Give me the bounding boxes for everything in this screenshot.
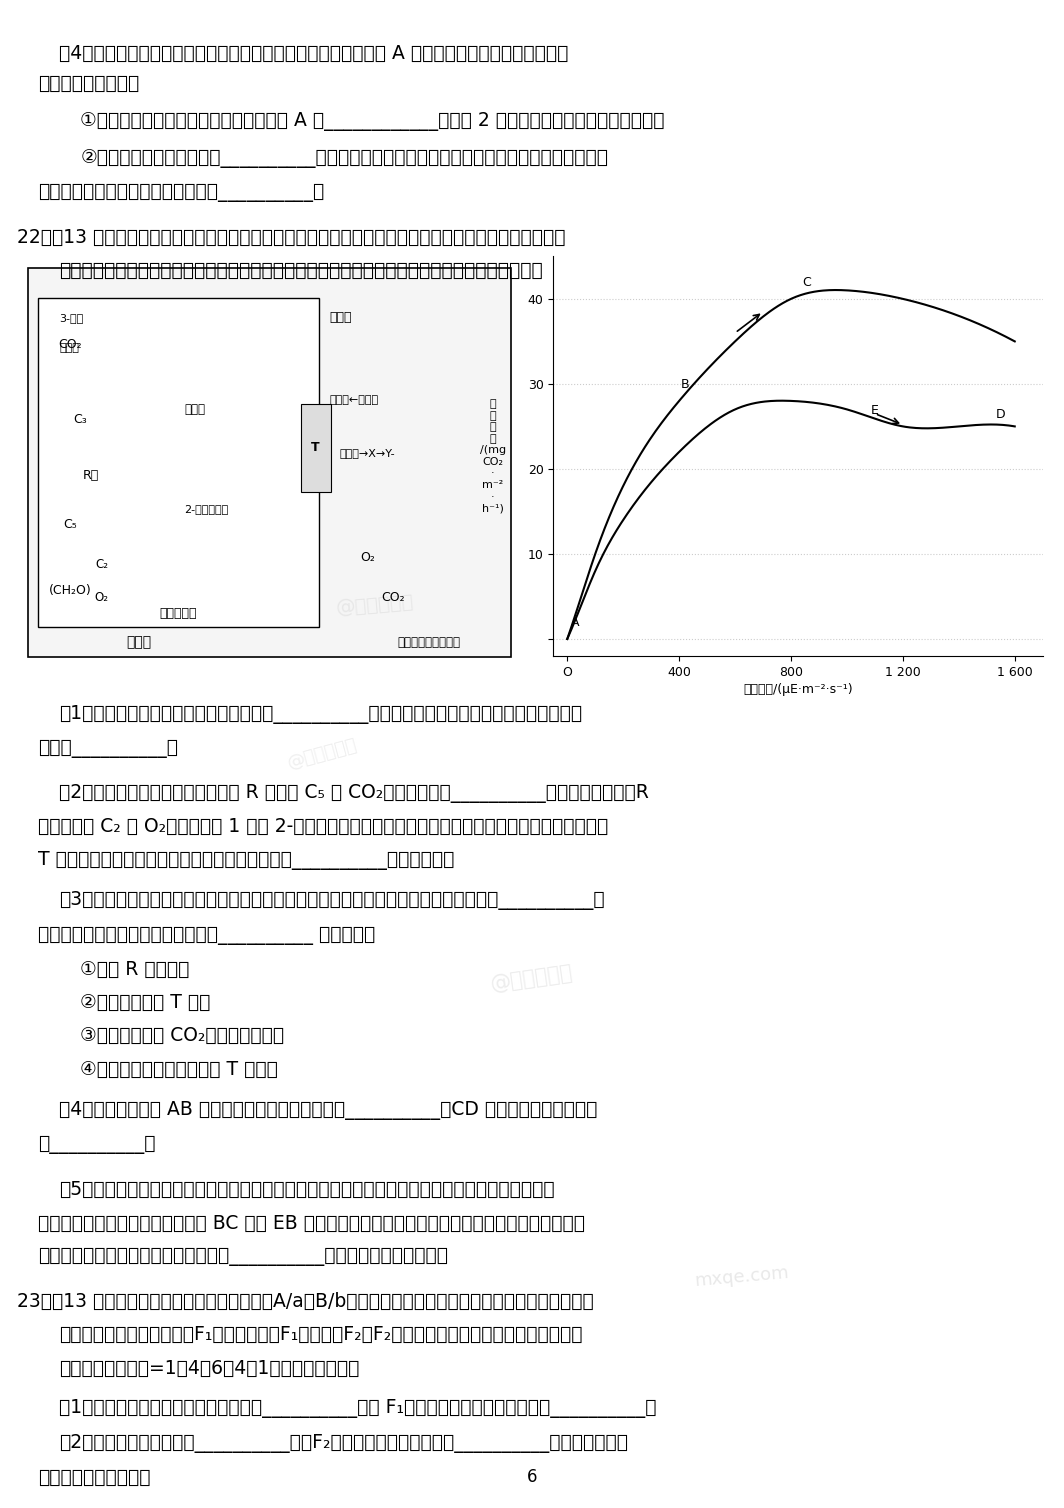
Text: （4）图二中，限制 AB 段光合速率的环境因素主要是__________。CD 段光合速率下降的原因: （4）图二中，限制 AB 段光合速率的环境因素主要是__________。CD … xyxy=(60,1101,598,1119)
Text: @高考直通车: @高考直通车 xyxy=(285,736,359,772)
Text: ④使用抑制剂降低载体蛋白 T 的活性: ④使用抑制剂降低载体蛋白 T 的活性 xyxy=(81,1060,279,1080)
Text: 3-磷酸: 3-磷酸 xyxy=(60,312,84,323)
FancyBboxPatch shape xyxy=(301,404,331,492)
Text: T 运离叶绿体，再经过叶绿体外的代谢途径转换为__________回到叶绿体。: T 运离叶绿体，再经过叶绿体外的代谢途径转换为__________回到叶绿体。 xyxy=(38,851,454,870)
Text: ②敲除载体蛋白 T 基因: ②敲除载体蛋白 T 基因 xyxy=(81,994,211,1012)
Y-axis label: 光
合
速
率
/(mg
CO₂
·
m⁻²
·
h⁻¹): 光 合 速 率 /(mg CO₂ · m⁻² · h⁻¹) xyxy=(480,400,506,513)
Text: 自然环境中该植物在夏季晴朗的一天中上、下午不同光照强度下光合速率的变化。回答下列问题：: 自然环境中该植物在夏季晴朗的一天中上、下午不同光照强度下光合速率的变化。回答下列… xyxy=(60,261,544,280)
Text: @高考直通车: @高考直通车 xyxy=(489,962,575,994)
Text: 依次分离各细胞器。: 依次分离各细胞器。 xyxy=(38,74,139,93)
Text: （4）为了研究细胞器的功能，某同学将小麦种子置于适量的溶液 A 中，用组织捣碎机破碎细胞，再: （4）为了研究细胞器的功能，某同学将小麦种子置于适量的溶液 A 中，用组织捣碎机… xyxy=(60,44,569,63)
Text: A: A xyxy=(571,617,580,629)
Text: @高考直通车: @高考直通车 xyxy=(592,407,683,443)
Text: R酶: R酶 xyxy=(83,469,99,483)
Text: 甘油酸←丝氨酸: 甘油酸←丝氨酸 xyxy=(329,395,378,406)
Text: 是__________。: 是__________。 xyxy=(38,1136,156,1154)
FancyBboxPatch shape xyxy=(38,299,318,627)
X-axis label: 光照强度/(μE·m⁻²·s⁻¹): 光照强度/(μE·m⁻²·s⁻¹) xyxy=(743,683,853,695)
Text: （5）糖类是光合作用的产物，而光合作用是一个典型的生物化学反应。从化学的角度来看，若产物: （5）糖类是光合作用的产物，而光合作用是一个典型的生物化学反应。从化学的角度来看… xyxy=(60,1179,555,1199)
Text: 叶绿体: 叶绿体 xyxy=(127,635,151,650)
Text: C₂: C₂ xyxy=(95,558,107,572)
Text: mxqe.com: mxqe.com xyxy=(694,1264,789,1289)
Text: ②分离细胞器用到的方法是__________，沉淀出细胞核后，上清液在适宜条件下能将葡萄糖彻底氧: ②分离细胞器用到的方法是__________，沉淀出细胞核后，上清液在适宜条件下… xyxy=(81,149,609,167)
FancyBboxPatch shape xyxy=(28,268,511,657)
Text: 22．（13 分）图一是某植物叶肉细胞中部分代谢过程的模式图；图二为科研人员在一晴朗的白天，检测了: 22．（13 分）图一是某植物叶肉细胞中部分代谢过程的模式图；图二为科研人员在一… xyxy=(17,228,566,247)
Text: @高考直通车: @高考直通车 xyxy=(335,591,414,617)
Text: （2）据图一可知，光合作用过程中 R 酶催化 C₅ 与 CO₂形成的物质是__________。在某些条件下，R: （2）据图一可知，光合作用过程中 R 酶催化 C₅ 与 CO₂形成的物质是___… xyxy=(60,784,649,802)
Text: 甘油酸: 甘油酸 xyxy=(60,342,80,353)
Text: 23．（13 分）天竺兰的花色受两对等位基因（A/a、B/b）控制，已知显性基因越多，花色越深。现有两种: 23．（13 分）天竺兰的花色受两对等位基因（A/a、B/b）控制，已知显性基因… xyxy=(17,1292,594,1310)
Text: C: C xyxy=(802,276,811,290)
Text: B: B xyxy=(680,379,689,391)
Text: ③设法将释放的 CO₂回收至叶绿体中: ③设法将释放的 CO₂回收至叶绿体中 xyxy=(81,1025,284,1045)
Text: 乙醇酸→X→Y-: 乙醇酸→X→Y- xyxy=(339,448,395,458)
Text: D: D xyxy=(996,407,1005,421)
Text: 还可以催化 C₂ 和 O₂，反应生成 1 分子 2-磷酸乙醇酸，后者在酶的催化作用下转换为乙醇酸后经载体蛋白: 还可以催化 C₂ 和 O₂，反应生成 1 分子 2-磷酸乙醇酸，后者在酶的催化作… xyxy=(38,817,609,835)
Text: 下列选项中能提高光合效率的方法有__________ （填序号）: 下列选项中能提高光合效率的方法有__________ （填序号） xyxy=(38,926,376,946)
Text: C₅: C₅ xyxy=(63,519,77,531)
Text: 积累，会影响反应的进行。图二中 BC 段和 EB 段表明，在上、下午相同光照强度下，测得光合速率数值: 积累，会影响反应的进行。图二中 BC 段和 EB 段表明，在上、下午相同光照强度… xyxy=(38,1214,585,1234)
Text: O₂: O₂ xyxy=(361,552,376,564)
Text: 化分解，原因是此上清液中含有组分__________。: 化分解，原因是此上清液中含有组分__________。 xyxy=(38,184,325,202)
Text: CO₂: CO₂ xyxy=(382,591,405,603)
Text: 2-磷酸乙醇酸: 2-磷酸乙醇酸 xyxy=(184,504,229,514)
Text: O₂: O₂ xyxy=(95,591,109,603)
Text: 花：淡红花：白花=1：4：6：4：1，回答下列问题：: 花：淡红花：白花=1：4：6：4：1，回答下列问题： xyxy=(60,1359,360,1378)
Text: 的红花个体比例最大。: 的红花个体比例最大。 xyxy=(38,1469,151,1487)
Text: 上午高于下午，原因可能是下午叶片中__________对光合作用有抑制作用。: 上午高于下午，原因可能是下午叶片中__________对光合作用有抑制作用。 xyxy=(38,1247,448,1267)
Text: 纯合的中红花天竺兰杂交，F₁全为中红花，F₁自交得到F₂，F₂的表现型及比例为深红花：红花：中红: 纯合的中红花天竺兰杂交，F₁全为中红花，F₁自交得到F₂，F₂的表现型及比例为深… xyxy=(60,1324,583,1344)
Text: ①抑制 R 酶的活性: ①抑制 R 酶的活性 xyxy=(81,961,189,979)
Text: ①为保证细胞器的活性，该实验所用溶液 A 的____________（答出 2 点即可）应与细胞质基质的相同。: ①为保证细胞器的活性，该实验所用溶液 A 的____________（答出 2 … xyxy=(81,112,665,131)
Text: （1）两种纯合中红花天竺兰的基因型为__________，若 F₁测交，则后代表现型及比例为__________。: （1）两种纯合中红花天竺兰的基因型为__________，若 F₁测交，则后代表… xyxy=(60,1399,656,1419)
Text: 叶绿体基质: 叶绿体基质 xyxy=(160,606,197,620)
Text: 甘油酸: 甘油酸 xyxy=(329,311,351,324)
Text: 叶绿体外的代谢途径: 叶绿体外的代谢途径 xyxy=(397,636,461,650)
Text: T: T xyxy=(311,440,320,454)
Text: CO₂: CO₂ xyxy=(59,338,82,350)
Text: （3）经测定，由叶绿体外的代谢途径回到叶绿体中的碳有所减少，从图一分析，原因是__________。: （3）经测定，由叶绿体外的代谢途径回到叶绿体中的碳有所减少，从图一分析，原因是_… xyxy=(60,891,605,911)
Text: E: E xyxy=(871,404,879,416)
Text: （2）红花个体的基因型有__________种；F₂中深红花个体与基因型为__________的个体杂交获得: （2）红花个体的基因型有__________种；F₂中深红花个体与基因型为___… xyxy=(60,1434,629,1452)
Text: 原因是__________。: 原因是__________。 xyxy=(38,739,179,759)
Text: (CH₂O): (CH₂O) xyxy=(49,584,92,597)
Text: 6: 6 xyxy=(527,1469,537,1485)
Text: （1）与光作用有关的色素分布于叶绿体的__________。长时间浸泡在乙醇中的叶片会变成白色，: （1）与光作用有关的色素分布于叶绿体的__________。长时间浸泡在乙醇中的… xyxy=(60,704,583,724)
Text: 乙醇酸: 乙醇酸 xyxy=(184,403,205,416)
Text: C₃: C₃ xyxy=(73,413,87,427)
